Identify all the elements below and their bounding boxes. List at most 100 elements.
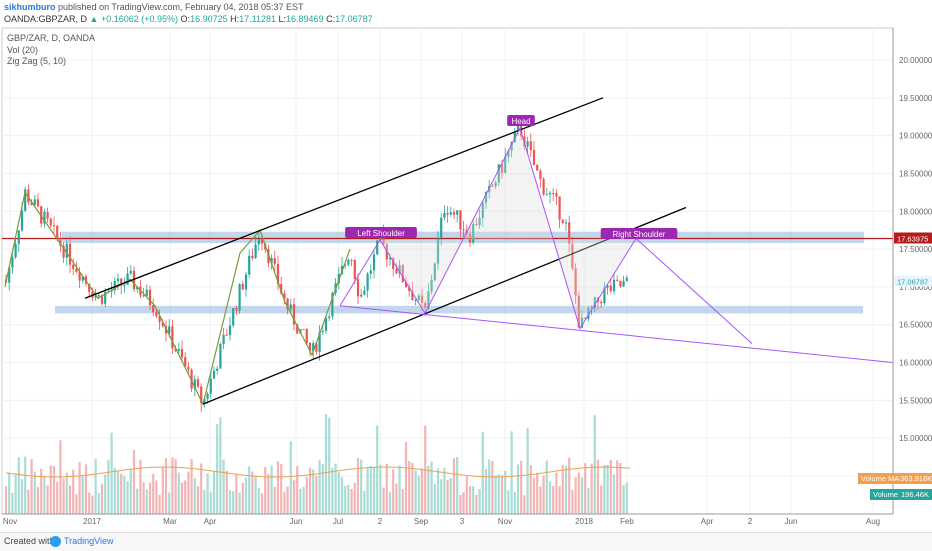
volume-bar bbox=[372, 466, 376, 514]
volume-bar bbox=[417, 475, 420, 514]
candle-body bbox=[235, 308, 238, 311]
volume-bar bbox=[436, 468, 440, 514]
time-tick-label: Sep bbox=[414, 517, 429, 526]
volume-bar bbox=[164, 458, 168, 514]
volume-bar bbox=[91, 495, 94, 514]
volume-bar bbox=[248, 466, 251, 514]
candle-body bbox=[555, 193, 558, 197]
price-tick-label: 15.00000 bbox=[899, 434, 932, 443]
candle-body bbox=[216, 368, 219, 371]
high-value: 17.11281 bbox=[239, 14, 276, 24]
volume-bar bbox=[545, 460, 548, 514]
candle-body bbox=[433, 263, 436, 281]
volume-bar bbox=[27, 489, 30, 514]
right-shoulder-label-text: Right Shoulder bbox=[613, 230, 666, 239]
volume-bar bbox=[571, 490, 574, 514]
candle-body bbox=[168, 326, 171, 334]
open-value: 16.90725 bbox=[190, 14, 228, 24]
candle-body bbox=[443, 212, 446, 218]
candle-body bbox=[177, 349, 180, 351]
left-shoulder-label-text: Left Shoulder bbox=[357, 229, 405, 238]
volume-bar bbox=[136, 488, 139, 514]
candle-body bbox=[286, 298, 289, 310]
volume-bar bbox=[504, 470, 507, 514]
candle-body bbox=[238, 284, 241, 311]
volume-bar bbox=[523, 495, 526, 514]
tradingview-logo-icon[interactable] bbox=[50, 536, 61, 547]
volume-bar bbox=[132, 450, 136, 514]
volume-bar bbox=[110, 432, 113, 514]
volume-ma-badge-label: Volume MA bbox=[861, 474, 899, 483]
publish-info: published on TradingView.com, February 0… bbox=[58, 2, 304, 12]
symbol-label: OANDA:GBPZAR, D bbox=[4, 14, 88, 24]
candle-body bbox=[440, 217, 443, 239]
price-chart[interactable]: Head Left Shoulder Right Shoulder 20.00000… bbox=[0, 0, 932, 532]
tradingview-link[interactable]: TradingView bbox=[64, 536, 114, 546]
candle-body bbox=[587, 307, 590, 319]
volume-bar bbox=[216, 424, 219, 514]
volume-bar bbox=[360, 459, 363, 514]
candle-body bbox=[145, 289, 148, 296]
volume-bar bbox=[168, 492, 171, 514]
candle-body bbox=[328, 316, 331, 319]
candle-body bbox=[206, 393, 209, 400]
candle-body bbox=[526, 141, 529, 147]
legend-symbol: GBP/ZAR, D, OANDA bbox=[7, 33, 96, 43]
volume-bar bbox=[81, 476, 84, 514]
candle-body bbox=[123, 284, 126, 286]
left-shoulder-label-bg bbox=[345, 227, 417, 238]
publish-line: sikhumburo published on TradingView.com,… bbox=[4, 2, 304, 12]
volume-bar bbox=[321, 464, 324, 514]
candle-body bbox=[241, 284, 244, 290]
volume-bar bbox=[264, 467, 267, 514]
candle-body bbox=[94, 295, 97, 298]
candle-body bbox=[280, 284, 283, 294]
volume-bar bbox=[475, 494, 478, 514]
candle-body bbox=[382, 233, 385, 245]
candle-body bbox=[113, 281, 116, 291]
volume-bar bbox=[609, 459, 612, 514]
volume-bar bbox=[152, 473, 155, 514]
volume-bar bbox=[347, 484, 350, 514]
volume-bar bbox=[148, 482, 152, 514]
candle-body bbox=[430, 280, 433, 292]
candle-body bbox=[456, 210, 459, 215]
candle-body bbox=[318, 332, 321, 352]
candle-body bbox=[104, 292, 107, 304]
volume-bar bbox=[209, 492, 212, 514]
candle-body bbox=[49, 218, 52, 226]
volume-bar bbox=[488, 459, 491, 514]
time-tick-label: Feb bbox=[620, 517, 634, 526]
candle-body bbox=[360, 294, 363, 297]
volume-bar bbox=[68, 485, 72, 514]
price-tick-label: 20.00000 bbox=[899, 56, 932, 65]
volume-bar bbox=[363, 491, 366, 514]
time-axis: Nov 2017 Mar Apr Jun Jul 2 Sep 3 Nov 2018 Feb Apr 2 Ju… bbox=[2, 513, 893, 526]
time-tick-label: 3 bbox=[460, 517, 465, 526]
author-link[interactable]: sikhumburo bbox=[4, 2, 56, 12]
volume-bar bbox=[452, 458, 456, 514]
volume-bar bbox=[113, 467, 116, 514]
volume-bar bbox=[478, 488, 481, 514]
volume-bar bbox=[568, 457, 571, 514]
channel-upper-line bbox=[84, 97, 604, 299]
volume-ma-badge-value: 363.918K bbox=[900, 474, 932, 483]
volume-bar bbox=[33, 471, 36, 514]
volume-bar bbox=[17, 457, 20, 514]
candle-body bbox=[68, 243, 72, 265]
volume-bar bbox=[376, 425, 379, 514]
candle-body bbox=[126, 273, 129, 285]
candle-body bbox=[331, 293, 334, 317]
volume-bar bbox=[40, 468, 43, 514]
volume-bar bbox=[308, 467, 312, 514]
volume-bar bbox=[561, 465, 564, 514]
volume-bar bbox=[526, 428, 529, 514]
candle-body bbox=[532, 150, 536, 165]
candle-body bbox=[17, 230, 20, 244]
candle-body bbox=[248, 255, 251, 275]
price-tick-label: 17.00000 bbox=[899, 283, 932, 292]
volume-bar bbox=[273, 486, 276, 514]
volume-bar bbox=[244, 477, 248, 514]
candle-body bbox=[209, 378, 212, 394]
candle-body bbox=[350, 259, 353, 261]
